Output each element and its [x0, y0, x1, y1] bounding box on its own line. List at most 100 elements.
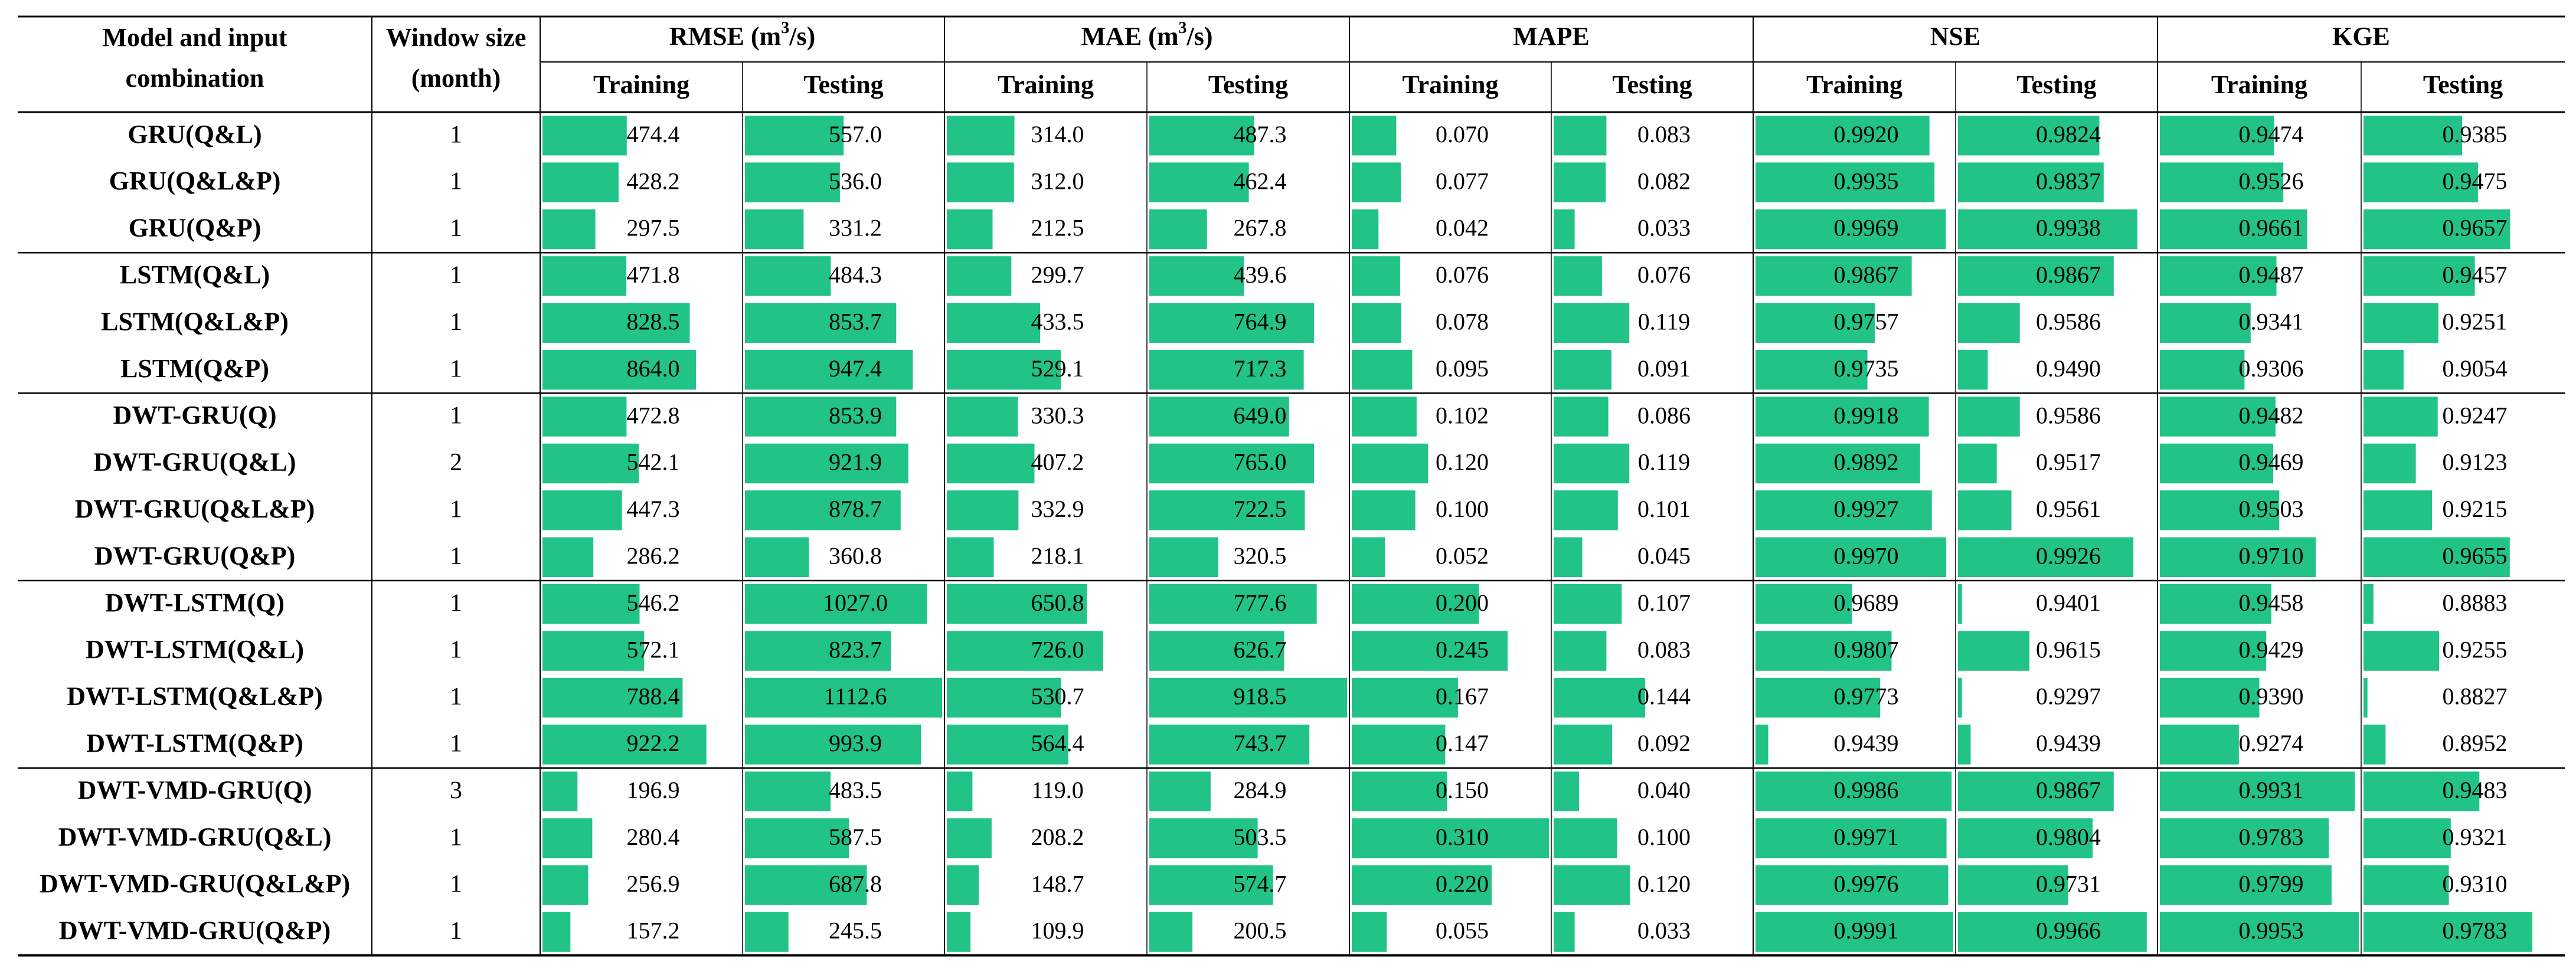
data-value: 0.9439	[2036, 730, 2101, 756]
data-value: 462.4	[1234, 168, 1287, 194]
data-bar	[1352, 771, 1447, 811]
data-bar	[745, 725, 921, 765]
data-bar	[1756, 209, 1946, 250]
data-value: 572.1	[627, 636, 680, 663]
data-value: 0.055	[1436, 917, 1489, 944]
data-value: 0.9783	[2239, 824, 2304, 850]
data-bar	[1756, 865, 1949, 905]
data-value: 922.2	[627, 730, 680, 756]
row-window-size: 1	[450, 589, 462, 617]
data-value: 0.9953	[2239, 917, 2304, 944]
row-window-size: 1	[450, 215, 462, 242]
data-value: 0.9401	[2036, 589, 2101, 616]
data-bar	[1958, 209, 2137, 250]
training-subheader-1: Training	[998, 70, 1094, 99]
data-bar	[745, 209, 804, 250]
data-bar	[745, 631, 891, 671]
data-value: 0.9615	[2036, 636, 2101, 663]
data-bar	[542, 865, 589, 905]
data-value: 687.8	[829, 870, 882, 897]
data-bar	[542, 490, 622, 530]
data-value: 487.3	[1234, 121, 1287, 148]
data-value: 828.5	[627, 308, 680, 335]
data-value: 0.9799	[2239, 870, 2304, 897]
data-bar	[1554, 677, 1646, 718]
data-value: 280.4	[627, 824, 680, 850]
row-model-label: LSTM(Q&L)	[120, 260, 270, 289]
metric-header-2: MAPE	[1513, 22, 1590, 51]
data-bar	[2160, 537, 2316, 577]
row-window-size: 1	[450, 309, 462, 336]
metric-header-4: KGE	[2332, 22, 2390, 51]
data-bar	[1756, 116, 1930, 156]
data-bar	[1756, 677, 1881, 718]
data-bar	[1554, 818, 1617, 858]
data-bar	[542, 162, 619, 202]
data-bar	[542, 818, 593, 858]
data-value: 0.200	[1436, 589, 1489, 616]
data-value: 0.9321	[2443, 824, 2508, 850]
data-value: 212.5	[1031, 215, 1084, 241]
data-bar	[1958, 443, 1997, 484]
row-model-label: LSTM(Q&L&P)	[101, 307, 289, 336]
data-value: 853.7	[829, 308, 882, 335]
testing-subheader-4: Testing	[2423, 70, 2503, 99]
row-model-label: DWT-LSTM(Q&L)	[86, 635, 304, 664]
row-model-label: DWT-GRU(Q&P)	[94, 541, 296, 570]
data-value: 0.9482	[2239, 402, 2304, 428]
row-window-size: 1	[450, 543, 462, 570]
data-bar	[2363, 584, 2374, 624]
data-value: 0.045	[1637, 542, 1691, 569]
metric-header-1: MAE (m3/s)	[1081, 19, 1213, 51]
data-value: 0.092	[1637, 730, 1691, 756]
data-value: 0.120	[1436, 449, 1489, 476]
data-value: 119.0	[1031, 776, 1084, 803]
data-bar	[745, 490, 901, 530]
data-value: 0.119	[1638, 449, 1691, 476]
data-bar	[1352, 350, 1413, 390]
training-subheader-3: Training	[1806, 70, 1902, 99]
data-bar	[2160, 490, 2280, 530]
data-bar	[1149, 443, 1314, 484]
data-bar	[947, 771, 973, 811]
data-value: 0.070	[1436, 121, 1489, 148]
data-value: 0.220	[1436, 870, 1489, 897]
data-bar	[1352, 256, 1400, 296]
data-value: 439.6	[1234, 261, 1287, 288]
row-window-size: 1	[450, 262, 462, 289]
data-value: 921.9	[829, 449, 882, 476]
data-bar	[2363, 350, 2404, 390]
data-bar	[1554, 396, 1609, 437]
data-value: 0.9483	[2443, 776, 2508, 803]
data-value: 0.9807	[1834, 636, 1899, 663]
data-bar	[542, 771, 578, 811]
data-bar	[745, 584, 927, 624]
row-model-label: DWT-VMD-GRU(Q&P)	[59, 916, 331, 945]
data-bar	[542, 537, 594, 577]
data-bar	[745, 537, 809, 577]
data-value: 788.4	[627, 683, 680, 710]
data-bar	[1554, 912, 1575, 952]
data-bar	[542, 912, 571, 952]
data-bar	[1149, 162, 1249, 202]
data-value: 0.9655	[2443, 542, 2508, 569]
data-bar	[1149, 912, 1193, 952]
data-value: 284.9	[1234, 776, 1287, 803]
data-value: 0.9867	[2036, 261, 2101, 288]
data-bar	[1958, 350, 1988, 390]
data-value: 0.9971	[1834, 824, 1899, 850]
row-window-size: 1	[450, 917, 462, 945]
data-bar	[1958, 162, 2104, 202]
data-bar	[1756, 256, 1912, 296]
data-value: 0.8883	[2443, 589, 2508, 616]
data-bar	[1756, 490, 1932, 530]
data-value: 148.7	[1031, 870, 1084, 897]
data-value: 0.9390	[2239, 683, 2304, 710]
data-bar	[2363, 771, 2480, 811]
data-value: 332.9	[1031, 496, 1084, 522]
data-bar	[745, 162, 840, 202]
data-value: 0.9490	[2036, 355, 2101, 382]
data-bar	[1554, 725, 1613, 765]
data-bar	[2160, 865, 2332, 905]
